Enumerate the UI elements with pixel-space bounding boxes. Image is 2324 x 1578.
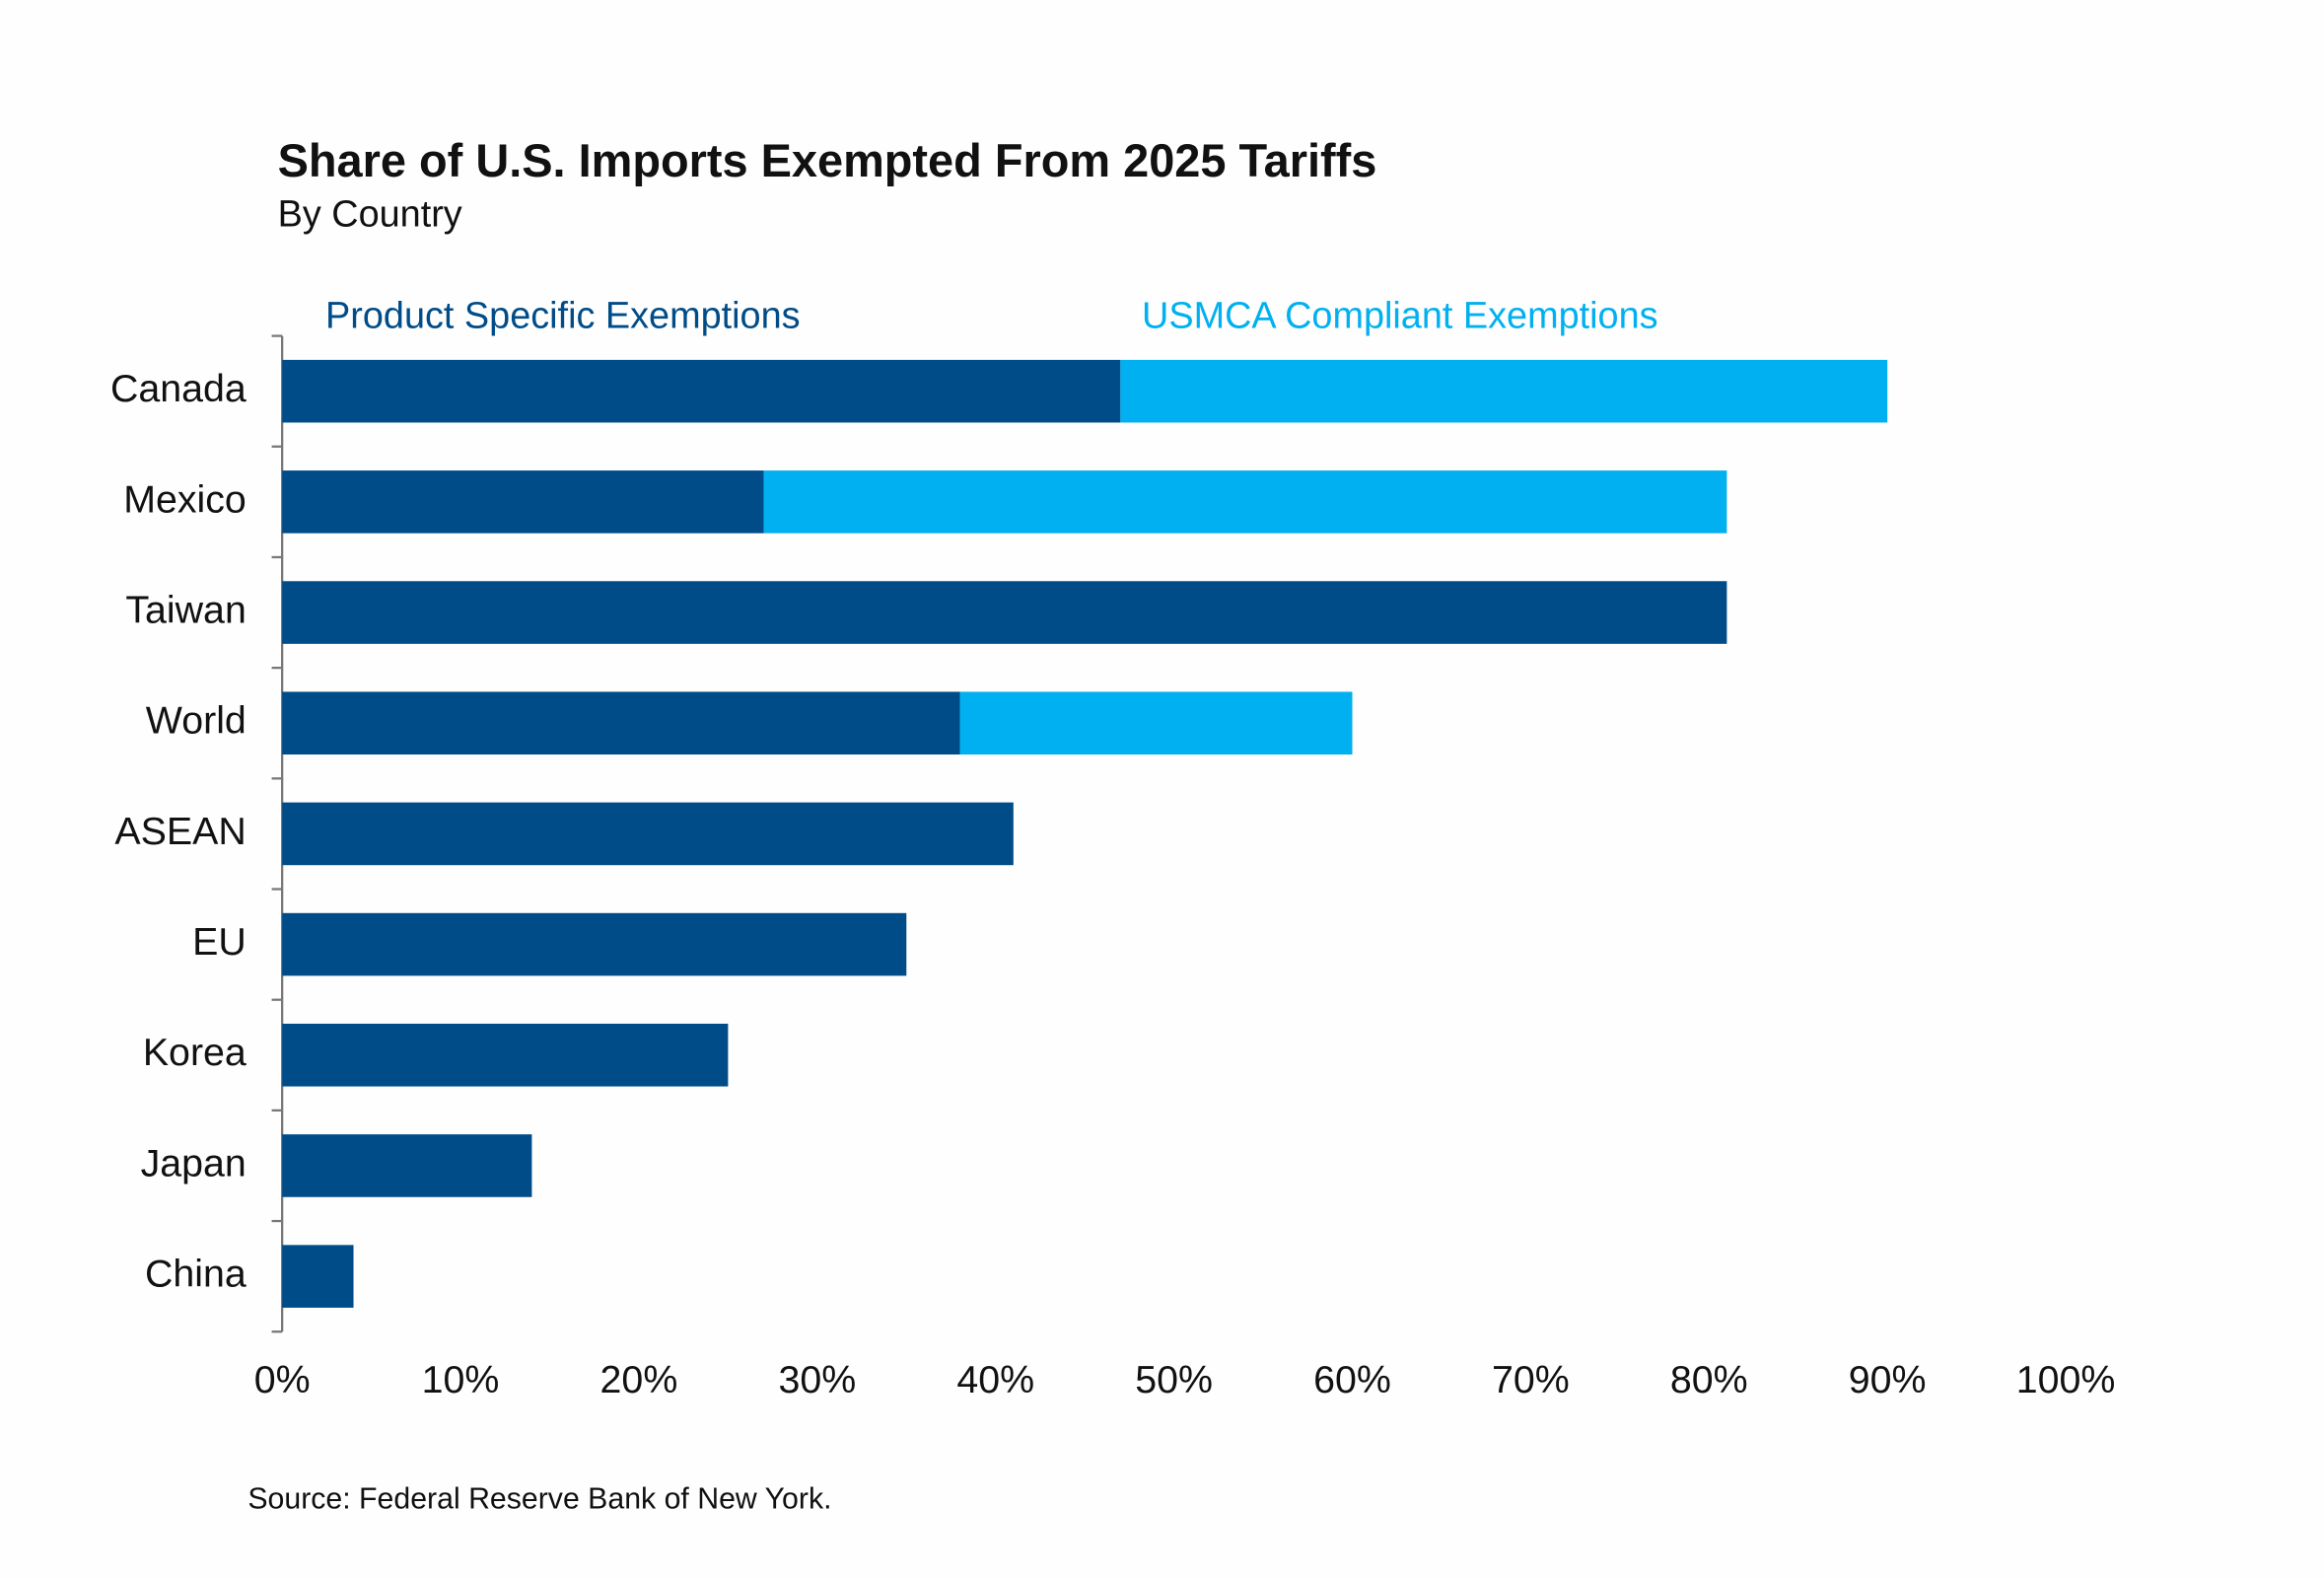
bar-segment: [282, 470, 764, 534]
y-tick-label: ASEAN: [114, 810, 246, 853]
bar-segment: [282, 691, 960, 755]
source-note: Source: Federal Reserve Bank of New York…: [247, 1482, 831, 1515]
y-tick-label: EU: [192, 920, 246, 964]
x-tick-label: 40%: [956, 1358, 1034, 1401]
x-tick-label: 100%: [2016, 1358, 2116, 1401]
x-tick-label: 50%: [1135, 1358, 1213, 1401]
y-tick-label: World: [146, 699, 246, 743]
x-tick-label: 60%: [1313, 1358, 1391, 1401]
bar-segment: [282, 1134, 532, 1197]
bar-segment: [959, 691, 1353, 755]
y-tick-label: Canada: [110, 367, 246, 410]
x-tick-label: 20%: [600, 1358, 678, 1401]
bar-segment: [282, 1023, 729, 1087]
x-tick-label: 10%: [422, 1358, 500, 1401]
chart-subtitle: By Country: [278, 193, 462, 235]
y-tick-label: Japan: [141, 1141, 246, 1184]
y-tick-label: China: [145, 1253, 246, 1296]
bar-segment: [282, 359, 1121, 423]
bar-segment: [282, 581, 1727, 644]
x-tick-label: 0%: [254, 1358, 311, 1401]
x-tick-label: 70%: [1492, 1358, 1570, 1401]
legend-label: USMCA Compliant Exemptions: [1142, 295, 1657, 336]
x-tick-label: 90%: [1849, 1358, 1927, 1401]
bar-segment: [282, 912, 907, 976]
bar-segment: [763, 470, 1727, 534]
y-tick-label: Korea: [143, 1031, 246, 1074]
x-tick-label: 80%: [1670, 1358, 1748, 1401]
x-tick-label: 30%: [778, 1358, 856, 1401]
bar-segment: [1120, 359, 1888, 423]
bar-segment: [282, 1245, 354, 1308]
chart-title: Share of U.S. Imports Exempted From 2025…: [278, 135, 1377, 186]
y-tick-label: Taiwan: [125, 588, 246, 631]
y-tick-label: Mexico: [123, 477, 246, 521]
bar-segment: [282, 802, 1014, 866]
legend-label: Product Specific Exemptions: [325, 295, 800, 336]
